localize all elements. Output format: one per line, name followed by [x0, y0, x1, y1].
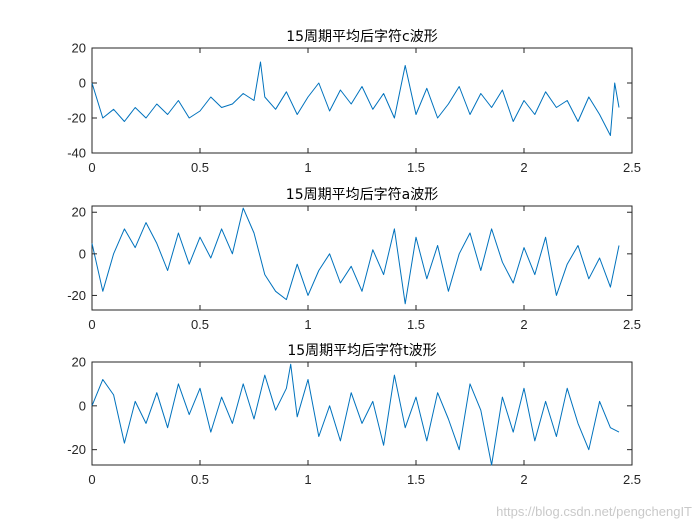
subplot-1-title: 15周期平均后字符c波形: [286, 29, 438, 45]
subplot-2-xtick-label: 0: [88, 317, 95, 332]
subplot-3-xtick-label: 0: [88, 472, 95, 487]
subplot-2-ytick-label: 0: [79, 246, 86, 261]
subplot-1-ytick-label: -40: [67, 146, 86, 161]
subplot-1-ytick-label: 20: [72, 41, 86, 56]
subplot-3-axes-box: [91, 361, 633, 466]
subplot-1-xtick-label: 0.5: [191, 160, 209, 175]
subplot-1-xtick-label: 0: [88, 160, 95, 175]
subplot-1-ytick-label: 0: [79, 76, 86, 91]
subplot-1-series-line: [91, 61, 620, 136]
subplot-2-title: 15周期平均后字符a波形: [286, 187, 438, 203]
subplot-2-xtick-label: 2: [520, 317, 527, 332]
subplot-1-axes-box: [91, 47, 633, 154]
subplot-1-ytick-label: -20: [67, 111, 86, 126]
subplot-2-ytick-label: -20: [67, 288, 86, 303]
subplot-1-xtick-label: 2.5: [623, 160, 641, 175]
subplot-1-xtick-label: 1: [304, 160, 311, 175]
subplot-1-xtick-label: 1.5: [407, 160, 425, 175]
subplot-1-xtick-label: 2: [520, 160, 527, 175]
subplot-3-series-line: [91, 363, 620, 466]
subplot-3-ytick-label: 0: [79, 398, 86, 413]
subplot-3-title: 15周期平均后字符t波形: [287, 343, 436, 359]
watermark-text: https://blog.csdn.net/pengchengIT: [496, 504, 692, 519]
subplot-3-xtick-label: 0.5: [191, 472, 209, 487]
subplot-2-xtick-label: 1: [304, 317, 311, 332]
subplot-3-xtick-label: 2: [520, 472, 527, 487]
subplot-3-ytick-label: 20: [72, 355, 86, 370]
subplot-2-ytick-label: 20: [72, 205, 86, 220]
subplot-2-xtick-label: 0.5: [191, 317, 209, 332]
subplot-2-axes-box: [91, 205, 633, 311]
subplot-3-xtick-label: 1: [304, 472, 311, 487]
subplot-2-xtick-label: 1.5: [407, 317, 425, 332]
subplot-3-ytick-label: -20: [67, 442, 86, 457]
subplot-3-xtick-label: 1.5: [407, 472, 425, 487]
subplot-2-xtick-label: 2.5: [623, 317, 641, 332]
subplot-2-series-line: [91, 207, 620, 305]
subplot-3-xtick-label: 2.5: [623, 472, 641, 487]
